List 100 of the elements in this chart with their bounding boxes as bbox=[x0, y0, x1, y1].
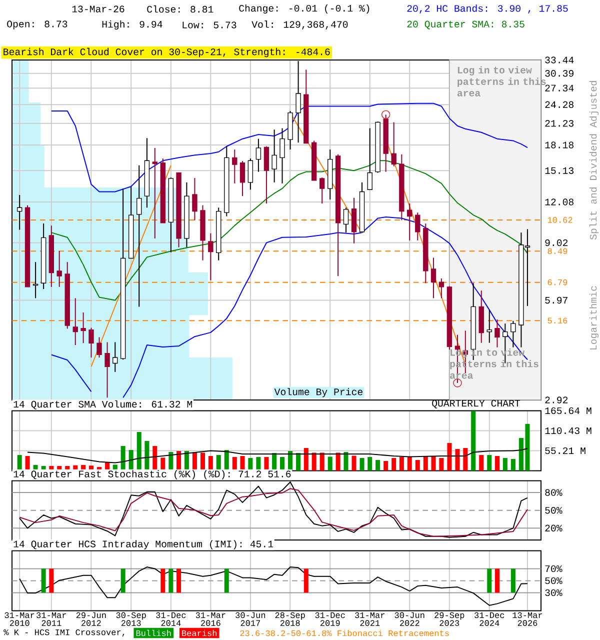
bar bbox=[384, 460, 388, 471]
ref-line-label: 8.49 bbox=[548, 248, 568, 254]
bar bbox=[463, 448, 468, 471]
annotation: Volume By Price bbox=[274, 388, 362, 398]
chart-title: Bearish Dark Cloud Cover on 30-Sep-21, Strength: -484.6 bbox=[4, 48, 330, 58]
bar bbox=[487, 455, 492, 471]
bar bbox=[160, 458, 166, 471]
bar bbox=[248, 458, 253, 471]
bar bbox=[200, 452, 206, 471]
x-tick-label: 31-Mar 2011 bbox=[36, 612, 66, 626]
bar bbox=[392, 458, 396, 471]
candlestick bbox=[16, 194, 22, 230]
candlestick bbox=[272, 129, 277, 183]
y-tick-label: 15.13 bbox=[545, 167, 574, 174]
y-tick-label: 165.64 M bbox=[545, 407, 592, 414]
text: Change: -0.01 (-0.1 %) bbox=[239, 4, 370, 14]
bar bbox=[280, 457, 285, 471]
y-tick-label: 9.02 bbox=[545, 239, 568, 246]
y-tick-label: 30.39 bbox=[545, 70, 574, 77]
bar bbox=[368, 457, 372, 471]
y-tick-label: 30% bbox=[545, 589, 562, 596]
bar bbox=[25, 456, 30, 471]
bar bbox=[136, 432, 142, 471]
text: Close: 8.81 bbox=[147, 5, 214, 13]
candlestick bbox=[88, 327, 94, 358]
bar bbox=[344, 452, 348, 471]
text: Open: 8.73 bbox=[7, 20, 68, 30]
text: 13-Mar-26 bbox=[72, 6, 124, 12]
bar bbox=[320, 452, 324, 471]
y-axis-title: Split and Dividend Adjusted bbox=[589, 80, 599, 240]
candlestick bbox=[264, 146, 270, 204]
y-tick-label: 24.28 bbox=[545, 101, 574, 108]
candlestick bbox=[319, 176, 325, 204]
text: 23.6-38.2-50-61.8% Fibonacci Retracements bbox=[240, 630, 449, 636]
text: 20 Quarter SMA: 8.35 bbox=[407, 20, 524, 30]
bar bbox=[502, 458, 508, 471]
bar bbox=[479, 455, 484, 471]
bar bbox=[494, 456, 500, 471]
line-series bbox=[19, 566, 528, 606]
bar bbox=[447, 442, 452, 471]
bar bbox=[304, 448, 308, 471]
bar bbox=[232, 457, 237, 471]
candlestick bbox=[112, 342, 118, 372]
bar bbox=[455, 448, 460, 471]
candlestick bbox=[391, 122, 396, 167]
candlestick bbox=[494, 319, 500, 348]
text: Bearish bbox=[182, 630, 216, 636]
annotation: QUARTERLY CHART bbox=[432, 400, 520, 408]
y-tick-label: 50% bbox=[545, 577, 562, 584]
text: Logarithmic bbox=[589, 286, 599, 350]
bar bbox=[399, 457, 404, 471]
x-tick-label: 30-Sep 2013 bbox=[116, 612, 146, 626]
y-tick-label: 33.44 bbox=[545, 56, 574, 64]
candlestick bbox=[510, 320, 516, 348]
candlestick bbox=[104, 342, 110, 398]
y-tick-label: 110.43 M bbox=[545, 427, 592, 434]
y-tick-label: 12.08 bbox=[545, 198, 574, 206]
candlestick bbox=[192, 177, 198, 221]
bar bbox=[216, 455, 221, 471]
ref-line-label: 10.62 bbox=[548, 217, 572, 223]
candlestick bbox=[136, 164, 142, 308]
text: 20,2 HC Bands: 3.90 , 17.85 bbox=[407, 4, 568, 14]
legend-title: % K - HCS IMI Crossover, bbox=[4, 629, 124, 637]
candlestick bbox=[367, 128, 372, 190]
candlestick bbox=[415, 212, 420, 241]
bar bbox=[510, 458, 516, 471]
x-tick-label: 31-Dec 2014 bbox=[156, 612, 186, 626]
line-series bbox=[50, 160, 528, 301]
text: Bullish bbox=[136, 630, 171, 636]
bar bbox=[264, 457, 269, 471]
bar bbox=[17, 455, 22, 471]
text: High: 9.94 bbox=[102, 20, 162, 30]
bar bbox=[439, 458, 444, 471]
candlestick bbox=[248, 158, 254, 190]
candlestick bbox=[240, 160, 246, 197]
bar bbox=[312, 452, 316, 471]
x-tick-label: 13-Mar 2026 bbox=[512, 612, 542, 626]
candlestick bbox=[343, 207, 349, 234]
y-tick-label: 2.92 bbox=[545, 396, 568, 404]
candlestick bbox=[407, 202, 412, 241]
candlestick bbox=[72, 298, 78, 346]
x-tick-label: 31-Mar 2016 bbox=[196, 612, 226, 626]
ref-line-label: 6.79 bbox=[548, 279, 568, 286]
bar bbox=[360, 458, 364, 471]
candlestick bbox=[208, 232, 214, 281]
candlestick bbox=[96, 336, 102, 358]
bar bbox=[407, 457, 412, 471]
candlestick bbox=[351, 197, 357, 244]
x-tick-label: 28-Sep 2018 bbox=[275, 612, 305, 626]
chart-title: 14 Quarter Fast Stochastic (%K) (%D): 71.2 51.6 bbox=[14, 470, 291, 480]
x-tick-label: 30-Jun 2022 bbox=[394, 612, 424, 626]
bar bbox=[415, 460, 420, 471]
candlestick bbox=[80, 312, 86, 344]
y-tick-label: 18.18 bbox=[545, 142, 574, 148]
candlestick bbox=[280, 128, 285, 184]
x-tick-label: 30-Jun 2017 bbox=[236, 612, 266, 626]
bar bbox=[376, 460, 380, 471]
bar bbox=[431, 456, 436, 471]
ref-line-label: 5.16 bbox=[548, 318, 568, 324]
bar bbox=[208, 456, 213, 471]
